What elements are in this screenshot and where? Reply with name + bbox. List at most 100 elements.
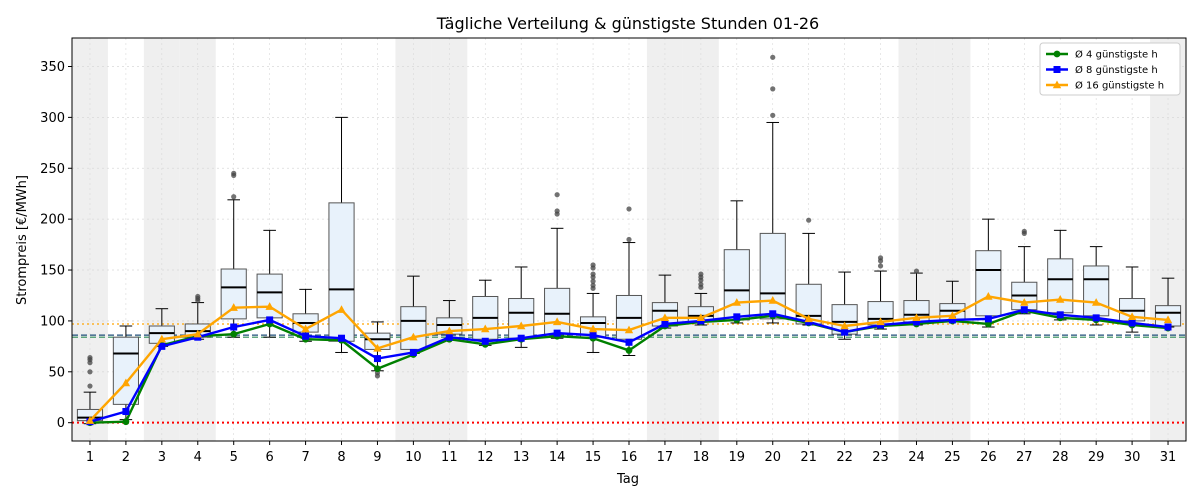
- box-day-23: [867, 255, 894, 330]
- x-tick-label: 1: [86, 450, 94, 465]
- legend-box: [1039, 42, 1181, 96]
- series-point: [1020, 306, 1028, 314]
- legend-item: Ø 16 günstigste h: [1046, 80, 1164, 92]
- x-tick-label: 17: [657, 450, 674, 465]
- series-point: [660, 313, 670, 322]
- outlier-point: [590, 278, 596, 284]
- series-point: [409, 348, 417, 356]
- x-tick-label: 27: [1016, 450, 1033, 465]
- series-point: [1056, 295, 1065, 303]
- series-point: [301, 324, 310, 333]
- outlier-point: [590, 282, 596, 288]
- series-point: [265, 302, 274, 310]
- series-point: [625, 347, 633, 354]
- series-point: [733, 313, 741, 321]
- outlier-point: [590, 262, 596, 268]
- series-point: [517, 334, 525, 342]
- series-point: [373, 355, 381, 363]
- series-point: [696, 313, 706, 322]
- y-tick-label: 250: [40, 162, 65, 177]
- x-tick-label: 22: [836, 450, 853, 465]
- series-point: [1163, 315, 1173, 324]
- y-tick-label: 300: [40, 111, 65, 126]
- series-point: [337, 305, 346, 313]
- series-point: [1020, 298, 1029, 306]
- series-point: [912, 313, 921, 322]
- outlier-point: [770, 54, 776, 60]
- x-axis-label: Tag: [616, 472, 639, 487]
- x-tick-label: 31: [1160, 450, 1177, 465]
- x-tick-label: 15: [585, 450, 602, 465]
- series-point: [1128, 319, 1136, 327]
- x-tick-label: 6: [266, 450, 274, 465]
- y-tick-label: 50: [48, 365, 65, 380]
- series-point: [804, 314, 813, 323]
- x-tick-label: 28: [1052, 450, 1069, 465]
- outlier-point: [590, 271, 596, 277]
- box-plots: [76, 54, 1182, 425]
- legend: Ø 4 günstigste h Ø 8 günstigste h Ø 16 gün…: [1039, 42, 1181, 96]
- series-point: [122, 407, 130, 415]
- x-tick-label: 19: [729, 450, 746, 465]
- x-tick-label: 3: [158, 450, 166, 465]
- series-point: [1091, 298, 1101, 306]
- box-day-14: [544, 192, 571, 339]
- x-tick-label: 16: [621, 450, 638, 465]
- box-iqr: [508, 298, 535, 339]
- box-day-19: [723, 200, 750, 324]
- box-day-8: [328, 116, 355, 353]
- outlier-point: [698, 271, 704, 277]
- outlier-point: [87, 383, 93, 389]
- series-point: [624, 325, 634, 334]
- series-point: [158, 342, 166, 350]
- series-point: [230, 323, 238, 331]
- box-iqr: [544, 287, 571, 335]
- x-tick-label: 30: [1124, 450, 1141, 465]
- series-point: [769, 310, 777, 318]
- series-point: [984, 291, 993, 300]
- x-tick-label: 8: [337, 450, 345, 465]
- series-point: [230, 330, 238, 338]
- legend-item: Ø 8 günstigste h: [1046, 64, 1158, 76]
- x-tick-label: 12: [477, 450, 494, 465]
- x-tick-label: 2: [122, 450, 130, 465]
- x-tick-label: 26: [980, 450, 997, 465]
- series-point: [840, 321, 849, 330]
- series-point: [338, 334, 346, 342]
- series-point: [481, 324, 490, 333]
- box-iqr: [1083, 265, 1110, 317]
- series-point: [516, 321, 526, 330]
- outlier-point: [626, 206, 632, 212]
- outlier-point: [87, 369, 93, 375]
- y-tick-label: 100: [40, 314, 65, 329]
- series-point: [912, 318, 920, 326]
- legend-marker: [1053, 66, 1061, 73]
- outlier-point: [554, 208, 560, 214]
- legend-label: Ø 4 günstigste h: [1075, 49, 1158, 61]
- box-day-29: [1083, 246, 1110, 326]
- x-tick-label: 10: [405, 450, 422, 465]
- series-point: [876, 317, 885, 326]
- legend-marker: [1053, 50, 1061, 58]
- series-point: [1056, 311, 1064, 319]
- series-3: [85, 291, 1173, 424]
- box-day-16: [615, 206, 643, 357]
- legend-label: Ø 8 günstigste h: [1075, 64, 1158, 76]
- series-point: [85, 416, 95, 424]
- x-tick-label: 13: [513, 450, 530, 465]
- series-point: [984, 315, 992, 323]
- legend-item: Ø 4 günstigste h: [1046, 49, 1158, 61]
- series-point: [589, 331, 597, 339]
- series-point: [193, 329, 202, 338]
- outlier-point: [913, 268, 920, 274]
- outlier-point: [770, 112, 776, 118]
- x-tick-label: 18: [693, 450, 710, 465]
- box-day-26: [975, 218, 1002, 328]
- series-point: [1092, 314, 1100, 322]
- outlier-point: [554, 192, 560, 198]
- box-day-12: [472, 279, 499, 346]
- x-tick-label: 7: [301, 450, 309, 465]
- box-day-13: [508, 266, 535, 348]
